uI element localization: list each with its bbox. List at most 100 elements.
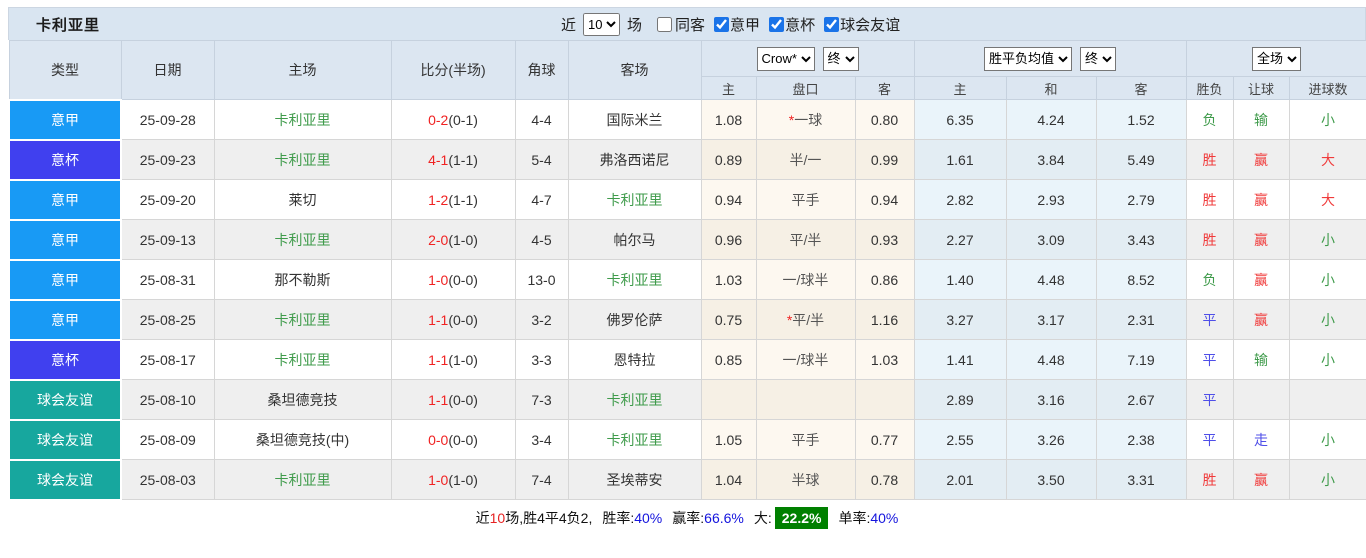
avg-draw-odds: 3.84 [1005,139,1097,180]
score-cell: 1-0(0-0) [390,259,516,300]
corners: 13-0 [514,259,569,300]
summary-count: 10 [489,510,506,526]
page-title: 卡利亚里 [36,16,101,34]
away-team[interactable]: 恩特拉 [567,339,702,380]
away-team[interactable]: 圣埃蒂安 [567,459,702,500]
big-rate-label: 大: [753,510,772,526]
result-wdl: 胜 [1185,219,1234,260]
match-table-body: 意甲 25-09-28 卡利亚里 0-2(0-1) 4-4 国际米兰 1.08 … [8,98,1366,501]
away-team[interactable]: 国际米兰 [567,99,702,140]
handicap-odds-away: 0.93 [854,219,915,260]
handicap-odds-home: 0.85 [700,339,757,380]
home-team[interactable]: 桑坦德竞技(中) [213,419,392,460]
league-badge: 球会友谊 [8,418,122,461]
home-team[interactable]: 卡利亚里 [213,459,392,500]
corners: 5-4 [514,139,569,180]
avg-draw-odds: 4.48 [1005,339,1097,380]
avg-lose-odds: 8.52 [1095,259,1187,300]
result-goals: 小 [1288,99,1366,140]
match-date: 25-08-03 [120,459,215,500]
result-goals: 小 [1288,339,1366,380]
league-badge: 意杯 [8,338,122,381]
single-rate-label: 单率: [838,510,871,526]
filter-coppa-italia-checkbox[interactable] [769,16,785,32]
league-badge: 球会友谊 [8,378,122,421]
win-rate-label: 胜率: [602,510,635,526]
handicap-cell: 半球 [755,459,856,500]
away-team[interactable]: 弗洛西诺尼 [567,139,702,180]
table-row: 意甲 25-09-28 卡利亚里 0-2(0-1) 4-4 国际米兰 1.08 … [8,98,1366,141]
score-cell: 1-0(1-0) [390,459,516,500]
handicap-star-icon: * [788,111,795,128]
filter-club-friendly-checkbox[interactable] [824,16,840,32]
away-team[interactable]: 卡利亚里 [567,379,702,420]
table-row: 意甲 25-09-13 卡利亚里 2-0(1-0) 4-5 帕尔马 0.96 平… [8,218,1366,261]
handicap-rate-value: 66.6% [704,510,744,526]
away-team[interactable]: 卡利亚里 [567,179,702,220]
score-fulltime: 1-0 [428,271,449,288]
avg-lose-odds: 7.19 [1095,339,1187,380]
result-handicap: 赢 [1232,219,1290,260]
corners: 4-7 [514,179,569,220]
home-team[interactable]: 卡利亚里 [213,139,392,180]
away-team[interactable]: 佛罗伦萨 [567,299,702,340]
home-team[interactable]: 那不勒斯 [213,259,392,300]
filter-club-friendly-label: 球会友谊 [840,16,901,34]
avg-lose-odds: 2.79 [1095,179,1187,220]
avg-draw-odds: 3.16 [1005,379,1097,420]
score-cell: 1-1(1-0) [390,339,516,380]
league-badge: 意甲 [8,98,122,141]
league-badge: 意甲 [8,178,122,221]
avg-draw-odds: 3.26 [1005,419,1097,460]
result-wdl: 负 [1185,99,1234,140]
home-team[interactable]: 卡利亚里 [213,299,392,340]
away-team[interactable]: 卡利亚里 [567,259,702,300]
score-fulltime: 1-1 [428,391,449,408]
summary-prefix: 近 [475,510,490,526]
handicap-odds-home: 0.96 [700,219,757,260]
handicap-cell: 平手 [755,419,856,460]
home-team[interactable]: 卡利亚里 [213,339,392,380]
table-row: 球会友谊 25-08-03 卡利亚里 1-0(1-0) 7-4 圣埃蒂安 1.0… [8,458,1366,501]
corners: 7-3 [514,379,569,420]
avg-lose-odds: 2.67 [1095,379,1187,420]
score-halftime: (1-0) [448,231,478,248]
handicap-text: 半球 [791,471,820,488]
result-goals: 小 [1288,219,1366,260]
corners: 3-2 [514,299,569,340]
score-halftime: (1-1) [448,151,478,168]
score-halftime: (1-0) [448,471,478,488]
same-away-checkbox[interactable] [657,16,673,32]
result-wdl: 平 [1185,419,1234,460]
result-goals: 小 [1288,459,1366,500]
home-team[interactable]: 桑坦德竞技 [213,379,392,420]
away-team[interactable]: 卡利亚里 [567,419,702,460]
odds-time-select[interactable]: 终 [822,46,859,71]
league-badge: 意甲 [8,298,122,341]
handicap-odds-away [854,379,915,420]
away-team[interactable]: 帕尔马 [567,219,702,260]
avg-win-odds: 2.55 [913,419,1007,460]
filter-serie-a-checkbox[interactable] [714,16,730,32]
home-team[interactable]: 莱切 [213,179,392,220]
subcol-odds-away: 客 [854,76,915,100]
home-team[interactable]: 卡利亚里 [213,219,392,260]
bookmaker-select[interactable]: Crow* [756,46,815,71]
handicap-cell: *一球 [755,99,856,140]
avg-type-select[interactable]: 胜平负均值 [984,46,1072,71]
home-team[interactable]: 卡利亚里 [213,99,392,140]
score-halftime: (1-0) [448,351,478,368]
match-count-select[interactable]: 10 [583,12,621,36]
handicap-cell: *平/半 [755,299,856,340]
league-badge: 意杯 [8,138,122,181]
period-select[interactable]: 全场 [1252,46,1301,71]
avg-draw-odds: 4.48 [1005,259,1097,300]
match-date: 25-08-31 [120,259,215,300]
handicap-odds-home: 0.94 [700,179,757,220]
result-wdl: 胜 [1185,459,1234,500]
handicap-text: 平/半 [792,311,825,328]
avg-time-select[interactable]: 终 [1080,46,1116,71]
summary-middle: 场,胜4平4负2, [505,510,593,526]
subcol-handicap: 盘口 [755,76,856,100]
result-goals: 小 [1288,419,1366,460]
